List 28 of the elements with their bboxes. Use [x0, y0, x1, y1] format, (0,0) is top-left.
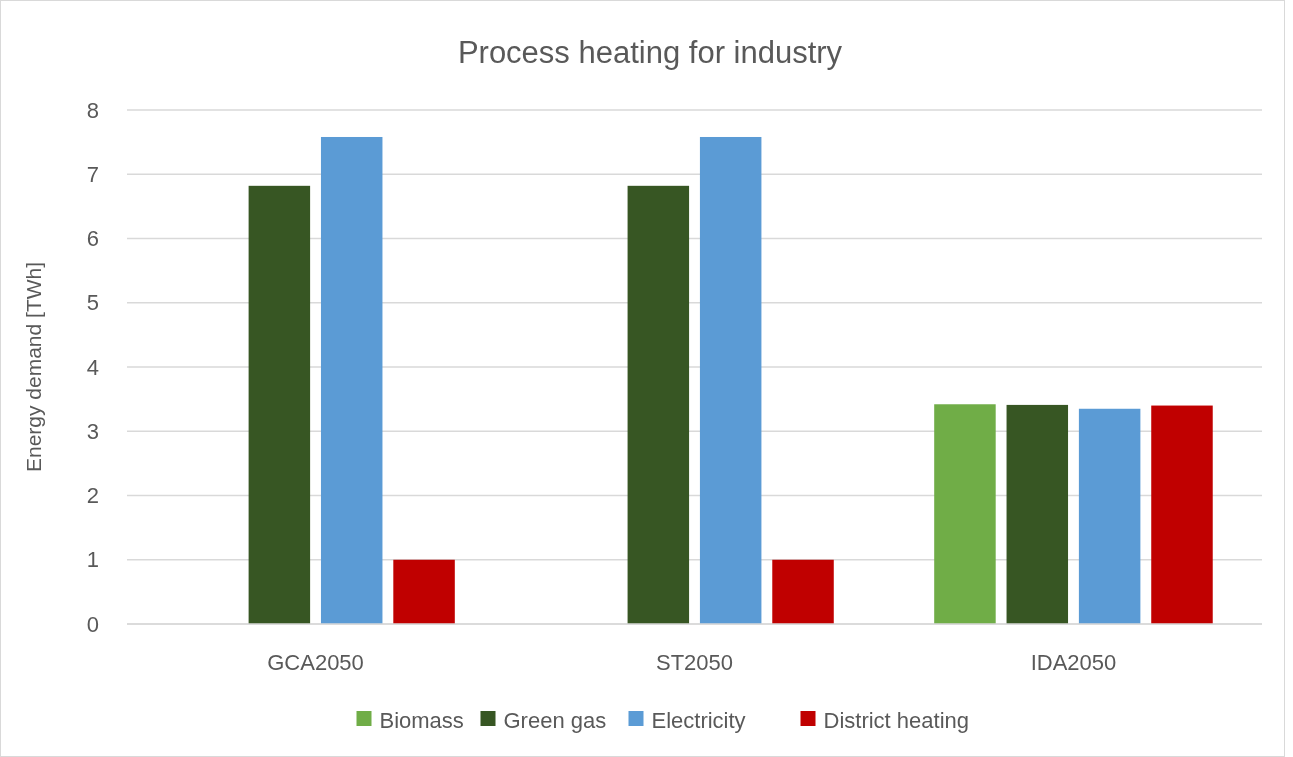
legend-label: Biomass [379, 707, 464, 733]
y-tick-label: 1 [86, 547, 99, 573]
legend-label: District heating [823, 707, 970, 733]
x-tick-label: IDA2050 [1030, 650, 1117, 675]
bar [627, 185, 690, 624]
bar [320, 136, 383, 624]
bar [1078, 408, 1141, 624]
bar [934, 404, 996, 624]
y-tick-label: 6 [86, 226, 99, 252]
y-axis-title: Energy demand [TWh] [22, 261, 45, 473]
bar [1006, 404, 1069, 624]
bar [248, 185, 311, 624]
x-tick-label: GCA2050 [267, 650, 364, 675]
bar [393, 559, 455, 624]
y-tick-label: 4 [86, 354, 99, 380]
y-tick-label: 8 [86, 97, 99, 123]
chart-title: Process heating for industry [457, 35, 843, 70]
y-tick-label: 3 [86, 418, 99, 444]
y-tick-label: 0 [86, 611, 99, 637]
bar [1151, 405, 1213, 624]
y-tick-label: 5 [86, 290, 99, 316]
bar [699, 136, 762, 624]
y-tick-label: 7 [86, 161, 99, 187]
x-tick-label: ST2050 [655, 650, 734, 675]
y-tick-label: 2 [86, 483, 99, 509]
bar [772, 559, 834, 624]
legend-label: Electricity [651, 707, 746, 733]
legend-label: Green gas [503, 707, 607, 733]
